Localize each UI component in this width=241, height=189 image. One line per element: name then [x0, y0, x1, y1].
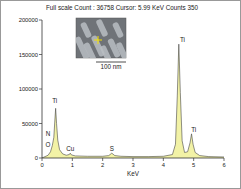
sem-rod: [80, 21, 92, 38]
x-tick-label: 1: [71, 162, 74, 168]
scale-bar-label: 100 nm: [100, 63, 121, 70]
x-tick: [72, 158, 73, 161]
y-tick: [39, 89, 42, 90]
title: Full scale Count : 36758 Cursor: 5.99 Ke…: [46, 4, 198, 11]
x-tick: [224, 158, 225, 161]
x-tick: [133, 158, 134, 161]
x-tick-label: 5: [192, 162, 195, 168]
y-tick: [39, 123, 42, 124]
peak-label: O: [46, 141, 51, 148]
y-tick: [39, 20, 42, 21]
peak-label: N: [46, 130, 51, 137]
y-axis: [42, 20, 43, 158]
y-tick: [39, 158, 42, 159]
x-tick: [102, 158, 103, 161]
peak-label: Ti: [191, 126, 196, 133]
sem-texture: [76, 19, 126, 58]
chart: Full scale Count : 36758 Cursor: 5.99 Ke…: [0, 0, 241, 189]
frame: [1, 1, 241, 189]
peak-label: Ti: [52, 97, 57, 104]
y-tick: [39, 54, 42, 55]
x-tick: [163, 158, 164, 161]
sem-rod: [112, 21, 124, 38]
sem-inset: [74, 18, 128, 63]
x-tick: [42, 158, 43, 161]
y-tick-label: 150000: [19, 52, 38, 58]
y-tick-label: 100000: [19, 86, 38, 92]
x-tick-label: 6: [222, 162, 225, 168]
plot-group: [42, 44, 224, 158]
peak-label: Cu: [66, 145, 75, 152]
x-tick-label: 0: [40, 162, 43, 168]
spectrum-line: [42, 44, 224, 158]
x-tick-label: 3: [131, 162, 134, 168]
peak-label: Ti: [180, 36, 185, 43]
sem-rod: [115, 42, 126, 58]
peak-label: S: [110, 145, 114, 152]
x-axis: [42, 158, 224, 159]
spectrum-area: [42, 44, 224, 158]
y-tick-label: 200000: [19, 17, 38, 23]
y-tick-label: 50000: [22, 121, 38, 127]
x-tick-label: 2: [101, 162, 104, 168]
x-tick: [193, 158, 194, 161]
cursor: [98, 36, 99, 44]
x-label: KeV: [127, 170, 140, 177]
x-tick-label: 4: [162, 162, 166, 168]
sem-rod: [95, 19, 108, 38]
y-tick-label: 0: [35, 155, 38, 161]
